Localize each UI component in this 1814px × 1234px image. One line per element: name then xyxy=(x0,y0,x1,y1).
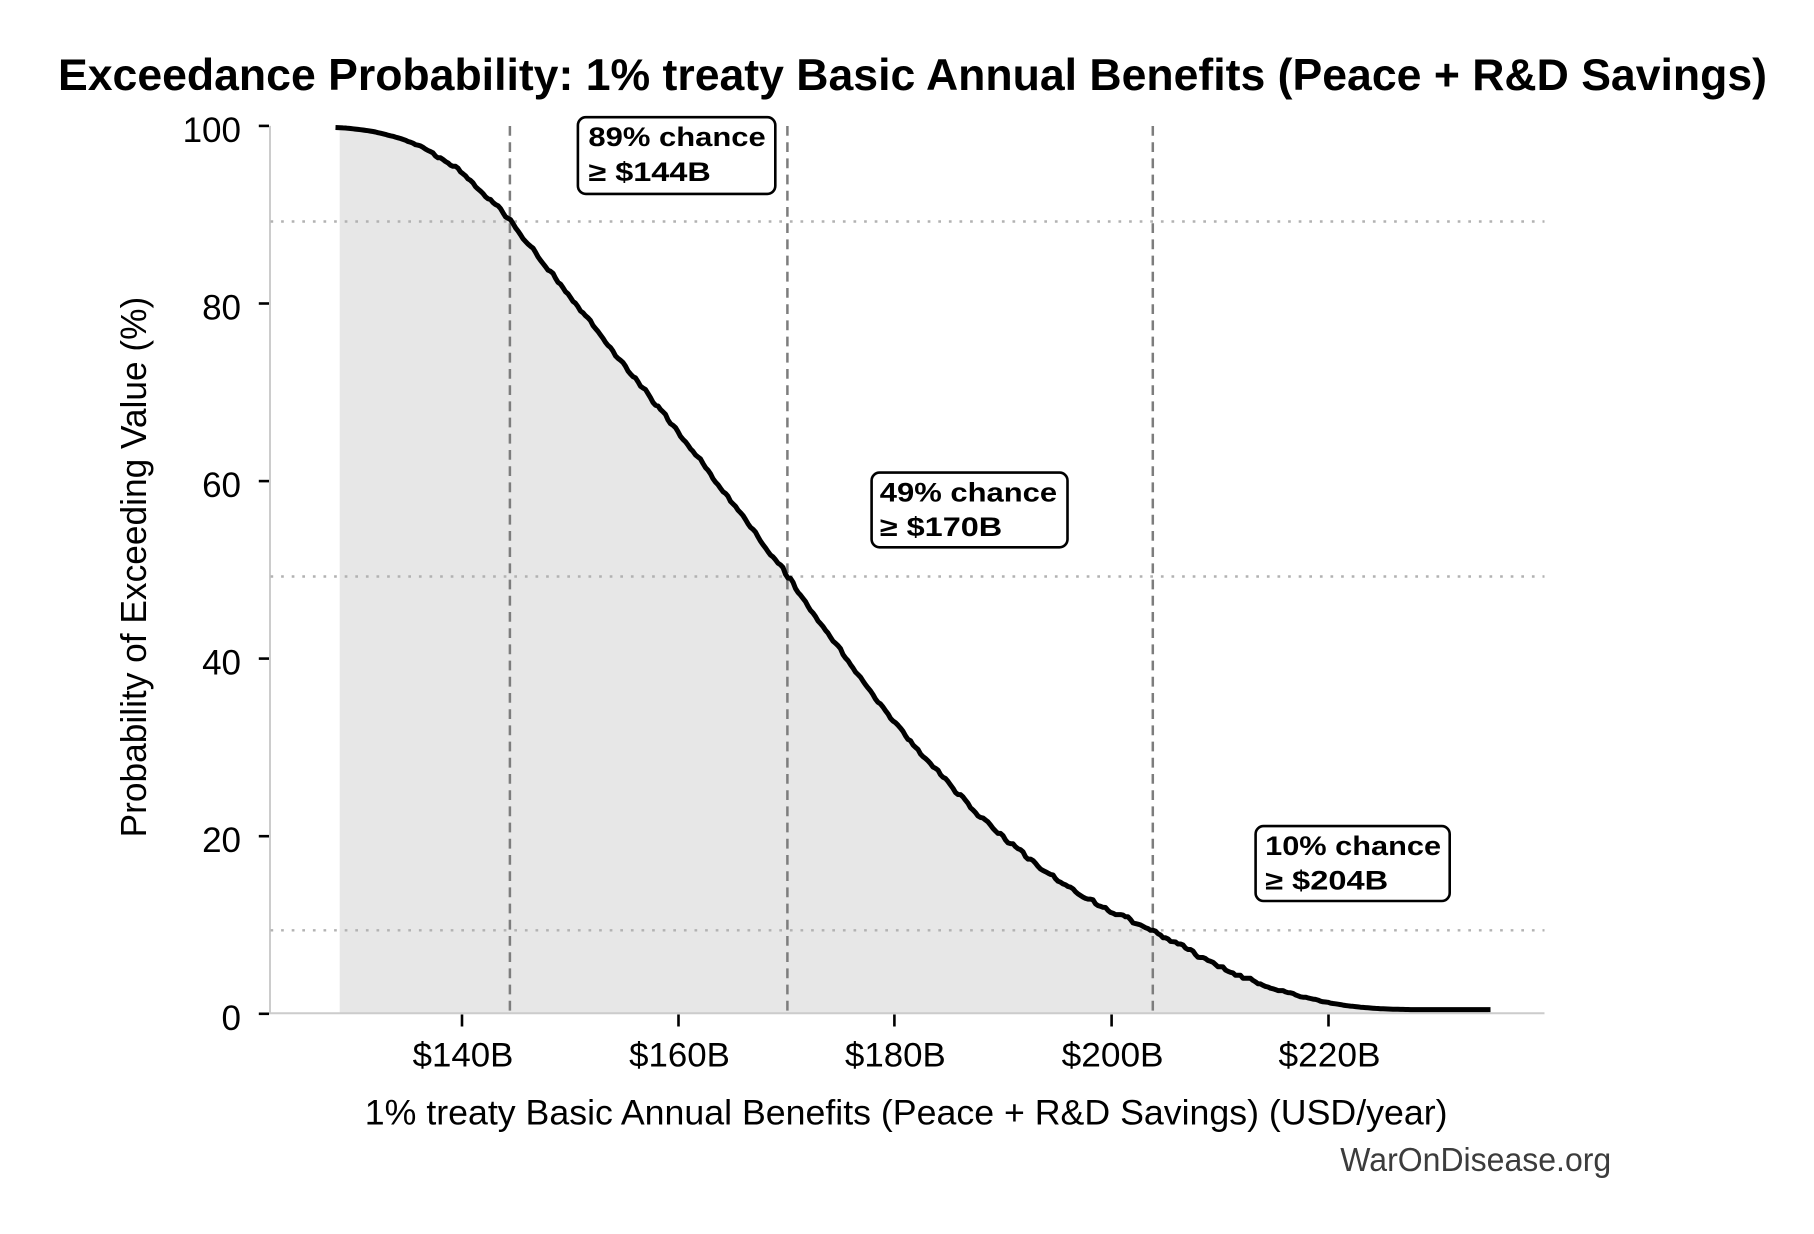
svg-text:80: 80 xyxy=(202,289,241,328)
svg-text:$220B: $220B xyxy=(1279,1036,1381,1074)
svg-text:49% chance: 49% chance xyxy=(880,478,1057,508)
svg-text:1% treaty Basic Annual Benefit: 1% treaty Basic Annual Benefits (Peace +… xyxy=(365,1093,1448,1133)
svg-text:100: 100 xyxy=(183,111,241,150)
svg-text:20: 20 xyxy=(202,821,241,860)
svg-text:WarOnDisease.org: WarOnDisease.org xyxy=(1340,1141,1611,1178)
svg-text:≥ $170B: ≥ $170B xyxy=(880,512,1002,542)
svg-text:$200B: $200B xyxy=(1062,1036,1164,1074)
svg-text:≥ $204B: ≥ $204B xyxy=(1265,866,1388,896)
svg-text:≥ $144B: ≥ $144B xyxy=(588,157,710,187)
svg-text:40: 40 xyxy=(202,644,241,683)
svg-text:Probability of Exceeding Value: Probability of Exceeding Value (%) xyxy=(113,297,154,838)
svg-text:$180B: $180B xyxy=(845,1036,946,1074)
svg-text:0: 0 xyxy=(222,999,241,1038)
svg-text:10% chance: 10% chance xyxy=(1265,831,1441,861)
svg-text:$140B: $140B xyxy=(413,1036,514,1074)
svg-text:89% chance: 89% chance xyxy=(588,122,765,152)
svg-text:60: 60 xyxy=(202,466,241,505)
svg-text:Exceedance Probability: 1% tre: Exceedance Probability: 1% treaty Basic … xyxy=(58,51,1767,100)
svg-text:$160B: $160B xyxy=(629,1036,730,1074)
